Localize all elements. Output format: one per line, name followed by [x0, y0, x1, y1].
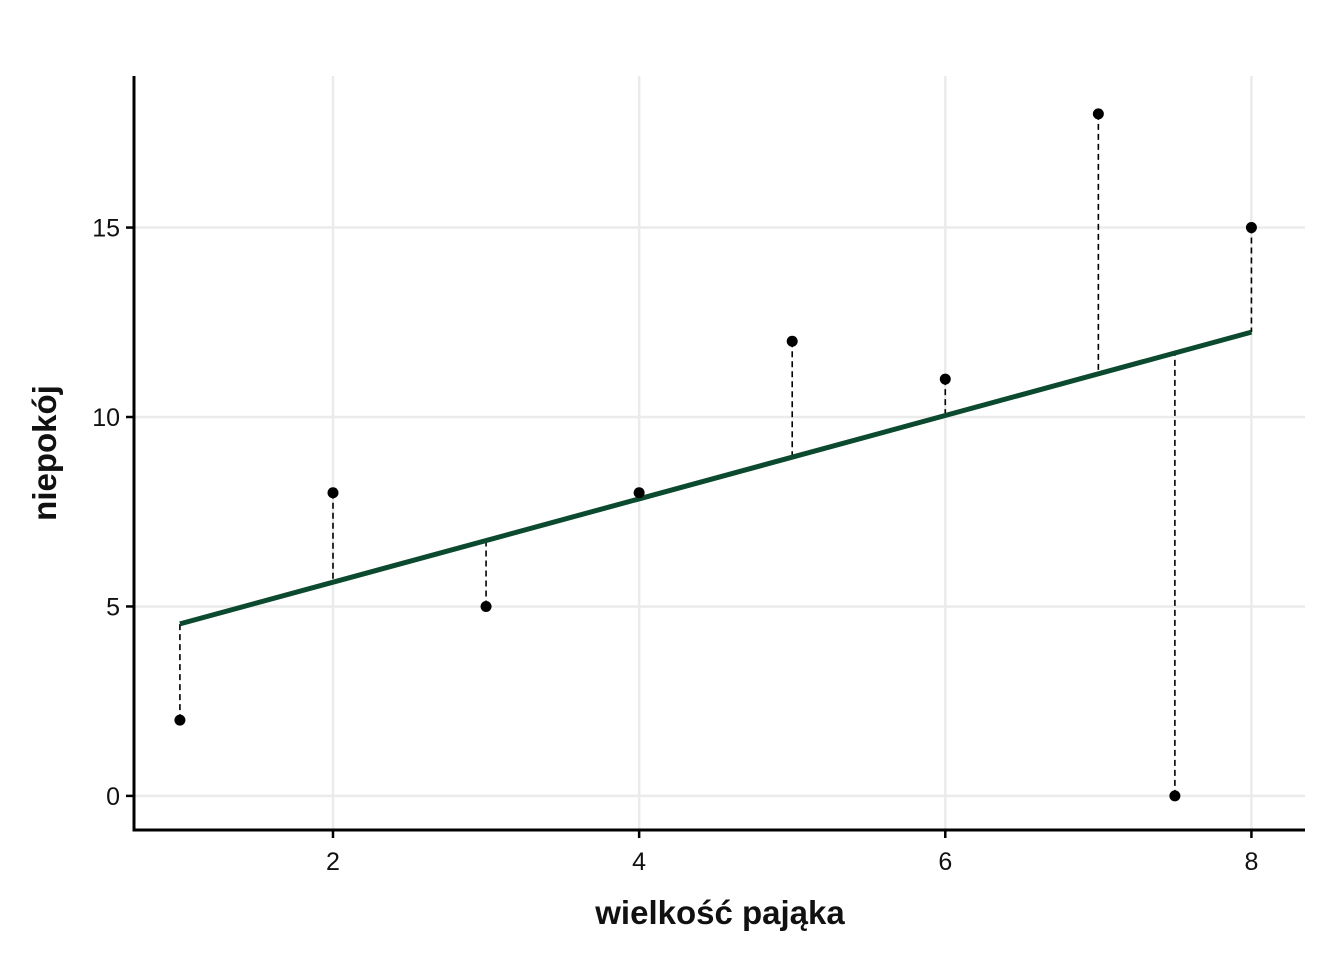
data-point [633, 487, 645, 499]
data-point [1169, 790, 1181, 802]
data-point [1092, 108, 1104, 120]
y-axis-title: niepokój [26, 385, 63, 521]
data-point [480, 600, 492, 612]
data-point [1245, 222, 1257, 234]
data-point [786, 335, 798, 347]
x-axis-title: wielkość pająka [594, 894, 845, 931]
x-tick-label: 2 [326, 848, 340, 876]
x-tick-label: 6 [938, 848, 952, 876]
y-tick-label: 10 [92, 404, 120, 432]
data-point [174, 714, 186, 726]
grid [134, 76, 1305, 830]
x-tick-label: 8 [1244, 848, 1258, 876]
x-tick-label: 4 [632, 848, 646, 876]
data-point [939, 373, 951, 385]
x-axis-ticks: 2 4 6 8 [326, 830, 1258, 876]
residual-lines [179, 113, 1253, 796]
y-tick-label: 15 [92, 215, 120, 243]
data-points [174, 108, 1257, 802]
regression-line [179, 329, 1253, 627]
y-axis-ticks: 0 5 10 15 [92, 215, 134, 811]
data-point [327, 487, 339, 499]
y-tick-label: 5 [106, 593, 120, 621]
y-tick-label: 0 [106, 783, 120, 811]
